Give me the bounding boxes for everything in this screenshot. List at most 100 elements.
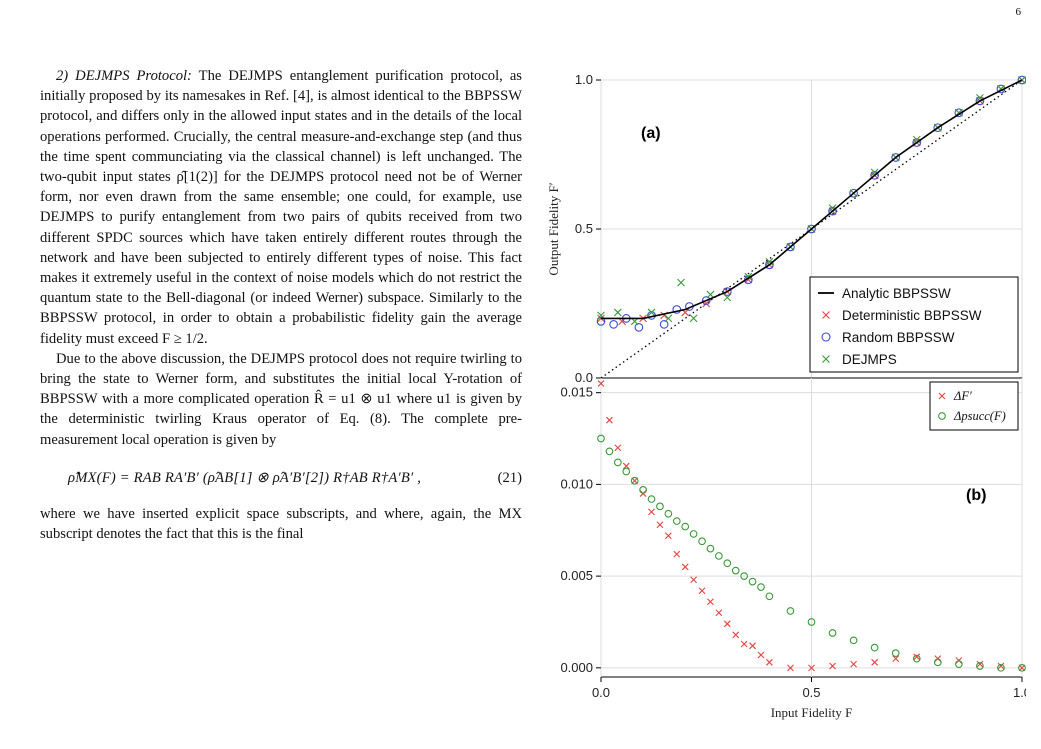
dejmps-point-stroke [597,311,605,320]
delta-f-point-stroke [664,532,672,540]
delta-f-point-stroke [723,620,731,628]
delta-f-point-stroke [808,664,815,672]
random-bbpssw-point [596,317,606,326]
panel-b-ticks: 0.0 0.5 1.0 0.000 0.005 0.010 0.015 [560,385,1026,700]
delta-f-point-stroke [732,631,740,639]
delta-psucc-point [997,663,1005,672]
delta-f-point [723,620,731,628]
delta-f-point [622,462,630,470]
delta-psucc-point [698,537,706,546]
legend-a-entry: Analytic BBPSSW [842,286,951,301]
dejmps-point-stroke [870,168,879,177]
delta-f-point [690,576,698,584]
legend-dejmps-swatch [822,355,830,363]
legend-a-entry: Random BBPSSW [842,330,955,345]
dejmps-point-stroke [723,293,732,302]
delta-f-point-stroke [614,444,622,452]
x-tick-label: 0.0 [592,685,610,700]
equation-number: (21) [497,469,522,486]
delta-psucc-point [765,592,774,601]
panel-a: 0.0 0.5 1.0 (a) Output Fidelity F′ Analyti… [546,72,1026,385]
delta-f-point-stroke [757,651,765,659]
delta-psucc-point [706,544,715,553]
random-bbpssw-point [634,322,644,332]
delta-f-point [707,598,714,606]
legend-b-box [929,381,1019,431]
delta-f-point [997,662,1005,670]
y-tick-label: 0.000 [560,660,593,675]
delta-psucc-point [715,552,723,560]
dejmps-point [677,278,685,287]
panel-b-marks [597,380,1026,672]
delta-psucc-point [647,495,656,503]
delta-f-point [766,658,773,666]
delta-psucc-point [870,643,879,652]
delta-f-point-stroke [673,550,681,558]
random-bbpssw-point [659,320,669,329]
delta-f-point [892,655,900,663]
delta-f-point-stroke [871,658,879,666]
delta-f-point-stroke [766,658,773,666]
delta-psucc-point [740,572,748,580]
delta-f-point-stroke [631,477,639,485]
delta-f-point [740,640,748,648]
dejmps-point [706,290,715,299]
delta-f-point [606,416,613,424]
random-bbpssw-point [891,153,901,162]
equation-body: ρ̂MX(F) = RAB RA′B′ (ρ̂AB[1] ⊗ ρ̂A′B′[2]… [68,469,422,486]
delta-f-point-stroke [707,598,714,606]
legend-b-entry: ΔF′ [953,389,972,403]
y-tick-label: 0.005 [560,568,593,583]
dejmps-point-stroke [706,290,715,299]
delta-f-point [808,664,815,672]
random-bbpssw-point [722,287,732,296]
delta-psucc-point [828,629,837,637]
delta-psucc-point [723,559,732,568]
delta-f-point-stroke [850,660,857,668]
delta-f-point-stroke [690,576,698,584]
legend-delta-f-swatch-stroke [938,392,946,400]
delta-psucc-point [689,530,698,538]
dejmps-point [647,308,656,317]
random-bbpssw-point [609,320,618,329]
panel-a-ylabel: Output Fidelity F′ [546,182,561,275]
y-tick-label: 0.010 [560,476,593,491]
delta-f-point-stroke [829,662,836,670]
delta-f-point [664,532,672,540]
delta-f-point [656,521,664,529]
delta-f-point [850,660,857,668]
random-bbpssw-point [672,305,682,314]
dejmps-point-stroke [647,308,656,317]
dejmps-point [828,204,837,213]
y-tick-label: 0.015 [560,385,593,400]
random-bbpssw-point [933,123,943,133]
random-bbpssw-point [912,138,922,147]
random-bbpssw-point [870,171,880,180]
delta-f-point-stroke [913,653,921,661]
dejmps-point [765,257,774,266]
delta-f-point [749,642,756,650]
delta-f-point [757,651,765,659]
dejmps-point [689,314,698,323]
delta-psucc-point [630,476,639,485]
dejmps-point [912,135,921,144]
delta-f-point-stroke [787,664,794,672]
random-bbpssw-point [786,242,795,252]
delta-f-point [681,563,689,571]
delta-psucc-point [757,583,765,591]
delta-f-point [787,664,794,672]
delta-psucc-point [664,509,673,518]
delta-f-point-stroke [656,521,664,529]
delta-psucc-point [976,662,984,670]
random-bbpssw-point [828,206,837,216]
legend-a-entry: Deterministic BBPSSW [842,308,982,323]
delta-f-point [871,658,879,666]
panel-a-ticks: 0.0 0.5 1.0 [575,72,601,385]
x-tick-label: 0.5 [802,685,820,700]
random-bbpssw-point [975,96,985,106]
delta-f-point-stroke [892,655,900,663]
legend-a-entry: DEJMPS [842,352,897,367]
delta-psucc-point [613,458,622,467]
panel-b: 0.0 0.5 1.0 0.000 0.005 0.010 0.015 (b) ΔF′ Δps… [560,377,1026,700]
page-number: 6 [1015,6,1022,18]
